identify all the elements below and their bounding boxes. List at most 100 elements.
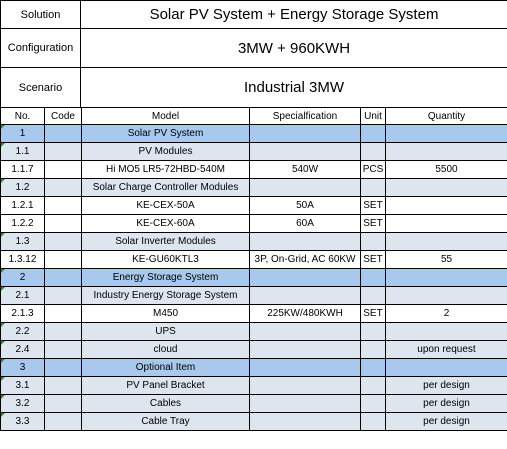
cell-model: Hi MO5 LR5-72HBD-540M	[81, 160, 250, 179]
solution-label: Solution	[0, 0, 81, 29]
cell-model: Optional Item	[81, 358, 250, 377]
cell-model: Cable Tray	[81, 412, 250, 431]
table-row: 3.2 Cables per design	[0, 394, 507, 413]
table-row: 3.1 PV Panel Bracket per design	[0, 376, 507, 395]
cell-no: 1.1.7	[0, 160, 45, 179]
cell-model: KE-CEX-60A	[81, 214, 250, 233]
col-header-no: No.	[0, 107, 45, 125]
cell-model: PV Modules	[81, 142, 250, 161]
cell-no: 3.2	[0, 394, 45, 413]
configuration-value: 3MW + 960KWH	[80, 28, 507, 68]
cell-no: 3	[0, 358, 45, 377]
cell-model: PV Panel Bracket	[81, 376, 250, 395]
cell-no: 1.1	[0, 142, 45, 161]
cell-code	[44, 304, 82, 323]
table-header-row: No. Code Model Specialfication Unit Quan…	[0, 107, 507, 125]
cell-no: 2.1.3	[0, 304, 45, 323]
cell-spec: 60A	[249, 214, 361, 233]
table-row: 1.1 PV Modules	[0, 142, 507, 161]
table-row: 1.1.7 Hi MO5 LR5-72HBD-540M 540W PCS 5500	[0, 160, 507, 179]
cell-code	[44, 214, 82, 233]
table-row: 2 Energy Storage System	[0, 268, 507, 287]
col-header-code: Code	[44, 107, 82, 125]
table-row: 3.3 Cable Tray per design	[0, 412, 507, 431]
cell-quantity: 55	[385, 250, 507, 269]
cell-unit	[360, 322, 386, 341]
cell-model: M450	[81, 304, 250, 323]
cell-quantity	[385, 286, 507, 305]
cell-unit: SET	[360, 304, 386, 323]
cell-spec	[249, 178, 361, 197]
cell-unit	[360, 340, 386, 359]
cell-code	[44, 376, 82, 395]
cell-model: Solar Inverter Modules	[81, 232, 250, 251]
cell-no: 2.1	[0, 286, 45, 305]
cell-spec	[249, 286, 361, 305]
cell-no: 2	[0, 268, 45, 287]
table-row: 2.2 UPS	[0, 322, 507, 341]
cell-unit	[360, 358, 386, 377]
cell-no: 1.2.1	[0, 196, 45, 215]
cell-spec	[249, 394, 361, 413]
cell-code	[44, 268, 82, 287]
cell-quantity: 2	[385, 304, 507, 323]
cell-model: Cables	[81, 394, 250, 413]
cell-unit: SET	[360, 250, 386, 269]
cell-unit	[360, 178, 386, 197]
cell-spec	[249, 268, 361, 287]
cell-no: 1.2	[0, 178, 45, 197]
cell-unit: SET	[360, 196, 386, 215]
cell-unit	[360, 142, 386, 161]
cell-quantity	[385, 178, 507, 197]
cell-no: 1	[0, 124, 45, 143]
cell-quantity	[385, 322, 507, 341]
cell-quantity	[385, 142, 507, 161]
cell-quantity: per design	[385, 412, 507, 431]
cell-code	[44, 250, 82, 269]
cell-no: 3.3	[0, 412, 45, 431]
cell-code	[44, 322, 82, 341]
cell-unit	[360, 286, 386, 305]
solution-value: Solar PV System + Energy Storage System	[80, 0, 507, 29]
items-table: No. Code Model Specialfication Unit Quan…	[0, 107, 507, 431]
table-row: 2.1.3 M450 225KW/480KWH SET 2	[0, 304, 507, 323]
col-header-spec: Specialfication	[249, 107, 361, 125]
cell-code	[44, 142, 82, 161]
cell-unit: SET	[360, 214, 386, 233]
cell-code	[44, 178, 82, 197]
cell-quantity: upon request	[385, 340, 507, 359]
cell-unit	[360, 376, 386, 395]
cell-model: Solar PV System	[81, 124, 250, 143]
cell-unit	[360, 268, 386, 287]
cell-code	[44, 340, 82, 359]
cell-model: Solar Charge Controller Modules	[81, 178, 250, 197]
cell-no: 2.4	[0, 340, 45, 359]
cell-unit: PCS	[360, 160, 386, 179]
cell-spec	[249, 412, 361, 431]
cell-unit	[360, 394, 386, 413]
table-row: 2.1 Industry Energy Storage System	[0, 286, 507, 305]
summary-table: Solution Solar PV System + Energy Storag…	[0, 0, 507, 108]
cell-spec: 3P, On-Grid, AC 60KW	[249, 250, 361, 269]
cell-code	[44, 394, 82, 413]
cell-spec	[249, 124, 361, 143]
table-row: 1.3.12 KE-GU60KTL3 3P, On-Grid, AC 60KW SET…	[0, 250, 507, 269]
cell-no: 3.1	[0, 376, 45, 395]
cell-quantity	[385, 124, 507, 143]
cell-code	[44, 232, 82, 251]
cell-no: 1.3.12	[0, 250, 45, 269]
cell-code	[44, 196, 82, 215]
cell-model: cloud	[81, 340, 250, 359]
cell-spec	[249, 358, 361, 377]
cell-spec: 540W	[249, 160, 361, 179]
cell-spec	[249, 142, 361, 161]
cell-spec: 225KW/480KWH	[249, 304, 361, 323]
cell-code	[44, 124, 82, 143]
scenario-value: Industrial 3MW	[80, 67, 507, 108]
cell-spec	[249, 232, 361, 251]
cell-model: KE-GU60KTL3	[81, 250, 250, 269]
cell-quantity	[385, 214, 507, 233]
cell-code	[44, 412, 82, 431]
cell-unit	[360, 232, 386, 251]
